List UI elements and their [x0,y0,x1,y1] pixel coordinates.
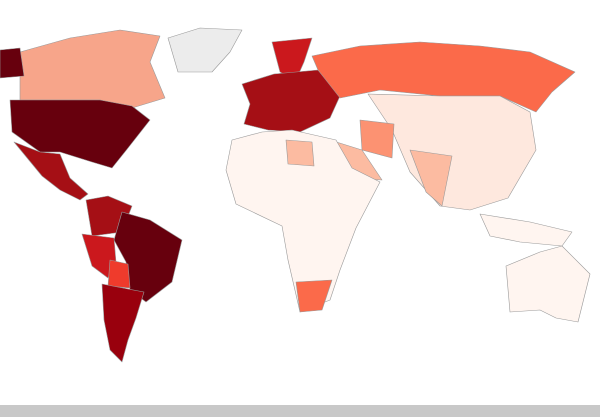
region [295,279,333,313]
region [225,129,381,313]
region [101,283,145,363]
region [13,141,89,201]
region [359,119,395,159]
region [107,259,131,289]
region [271,37,313,81]
region [241,69,341,133]
region [167,27,243,73]
region [0,47,25,79]
region [409,149,453,207]
bottom-bar [0,405,600,417]
region [505,245,591,323]
region [9,99,151,169]
region [311,41,576,113]
region [285,139,315,167]
region [113,211,183,303]
region [367,93,537,211]
